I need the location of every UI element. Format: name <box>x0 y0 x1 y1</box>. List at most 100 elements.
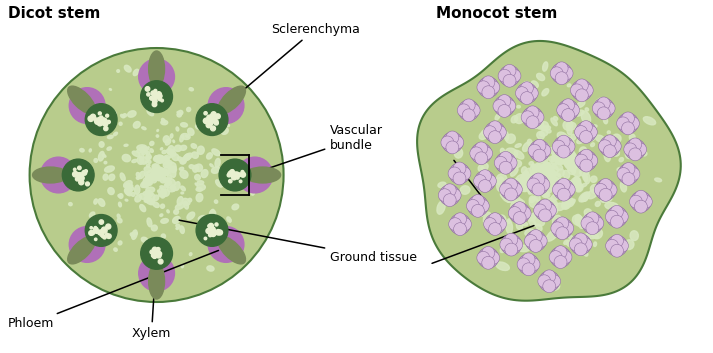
Ellipse shape <box>192 152 198 158</box>
Circle shape <box>561 222 574 235</box>
Ellipse shape <box>153 202 159 208</box>
Ellipse shape <box>180 226 185 233</box>
Circle shape <box>458 100 479 121</box>
Ellipse shape <box>533 216 545 226</box>
Ellipse shape <box>80 243 86 249</box>
Circle shape <box>487 81 500 94</box>
Ellipse shape <box>197 184 205 190</box>
Circle shape <box>98 119 102 123</box>
Ellipse shape <box>89 149 91 152</box>
Circle shape <box>103 236 106 239</box>
Circle shape <box>615 239 628 252</box>
Circle shape <box>528 144 541 157</box>
Ellipse shape <box>568 156 578 167</box>
Circle shape <box>77 173 81 178</box>
Circle shape <box>95 119 100 124</box>
Ellipse shape <box>511 245 515 249</box>
Circle shape <box>539 271 560 292</box>
Ellipse shape <box>496 178 501 185</box>
Ellipse shape <box>157 168 159 171</box>
Ellipse shape <box>570 199 575 205</box>
Circle shape <box>615 210 628 223</box>
Ellipse shape <box>565 226 571 234</box>
Circle shape <box>468 196 488 216</box>
Circle shape <box>230 170 234 174</box>
Ellipse shape <box>186 154 188 157</box>
Circle shape <box>240 180 242 183</box>
Circle shape <box>505 233 518 246</box>
Ellipse shape <box>136 173 140 178</box>
Ellipse shape <box>563 186 568 191</box>
Ellipse shape <box>152 164 160 169</box>
Ellipse shape <box>227 124 230 127</box>
Ellipse shape <box>198 181 204 184</box>
Ellipse shape <box>125 189 131 196</box>
Ellipse shape <box>218 236 245 264</box>
Circle shape <box>557 145 570 158</box>
Circle shape <box>498 104 511 118</box>
Ellipse shape <box>195 183 198 186</box>
Ellipse shape <box>159 158 165 163</box>
Circle shape <box>520 82 533 95</box>
Circle shape <box>575 122 596 143</box>
Ellipse shape <box>514 191 519 196</box>
Circle shape <box>533 149 546 162</box>
Circle shape <box>607 235 627 256</box>
Circle shape <box>210 115 212 118</box>
Ellipse shape <box>178 197 183 205</box>
Ellipse shape <box>125 199 128 201</box>
Ellipse shape <box>481 211 485 216</box>
Ellipse shape <box>540 148 548 158</box>
Circle shape <box>153 93 155 97</box>
Circle shape <box>214 119 218 124</box>
Circle shape <box>62 159 94 191</box>
Circle shape <box>555 72 568 85</box>
Circle shape <box>209 120 211 122</box>
Ellipse shape <box>536 181 540 186</box>
Ellipse shape <box>528 186 531 191</box>
Circle shape <box>78 173 83 178</box>
Ellipse shape <box>568 147 571 151</box>
Ellipse shape <box>460 186 470 194</box>
Ellipse shape <box>145 191 148 193</box>
Circle shape <box>207 225 211 228</box>
Circle shape <box>443 184 456 197</box>
Ellipse shape <box>541 164 548 169</box>
Ellipse shape <box>105 233 111 241</box>
Ellipse shape <box>590 176 597 183</box>
Circle shape <box>442 132 463 153</box>
Ellipse shape <box>438 182 446 188</box>
Ellipse shape <box>524 168 532 180</box>
Circle shape <box>557 104 570 116</box>
Circle shape <box>439 185 460 206</box>
Ellipse shape <box>523 173 528 180</box>
Ellipse shape <box>162 190 170 196</box>
Circle shape <box>575 154 588 167</box>
Ellipse shape <box>180 186 185 191</box>
Circle shape <box>99 220 103 224</box>
Circle shape <box>586 212 599 225</box>
Circle shape <box>624 143 637 156</box>
Circle shape <box>585 154 597 167</box>
Ellipse shape <box>107 125 110 129</box>
Ellipse shape <box>527 215 531 221</box>
Circle shape <box>446 141 458 154</box>
Circle shape <box>73 168 76 171</box>
Ellipse shape <box>172 154 179 161</box>
Circle shape <box>209 121 213 125</box>
Circle shape <box>233 173 237 178</box>
Circle shape <box>215 121 218 125</box>
Circle shape <box>449 163 470 184</box>
Ellipse shape <box>151 174 157 179</box>
Circle shape <box>529 229 542 243</box>
Circle shape <box>78 173 81 176</box>
Circle shape <box>471 204 484 217</box>
Circle shape <box>209 223 213 228</box>
Ellipse shape <box>555 192 558 195</box>
Circle shape <box>630 191 651 212</box>
Ellipse shape <box>139 152 144 160</box>
Ellipse shape <box>546 178 554 185</box>
Circle shape <box>622 112 635 125</box>
Circle shape <box>214 120 217 122</box>
Ellipse shape <box>540 174 546 180</box>
